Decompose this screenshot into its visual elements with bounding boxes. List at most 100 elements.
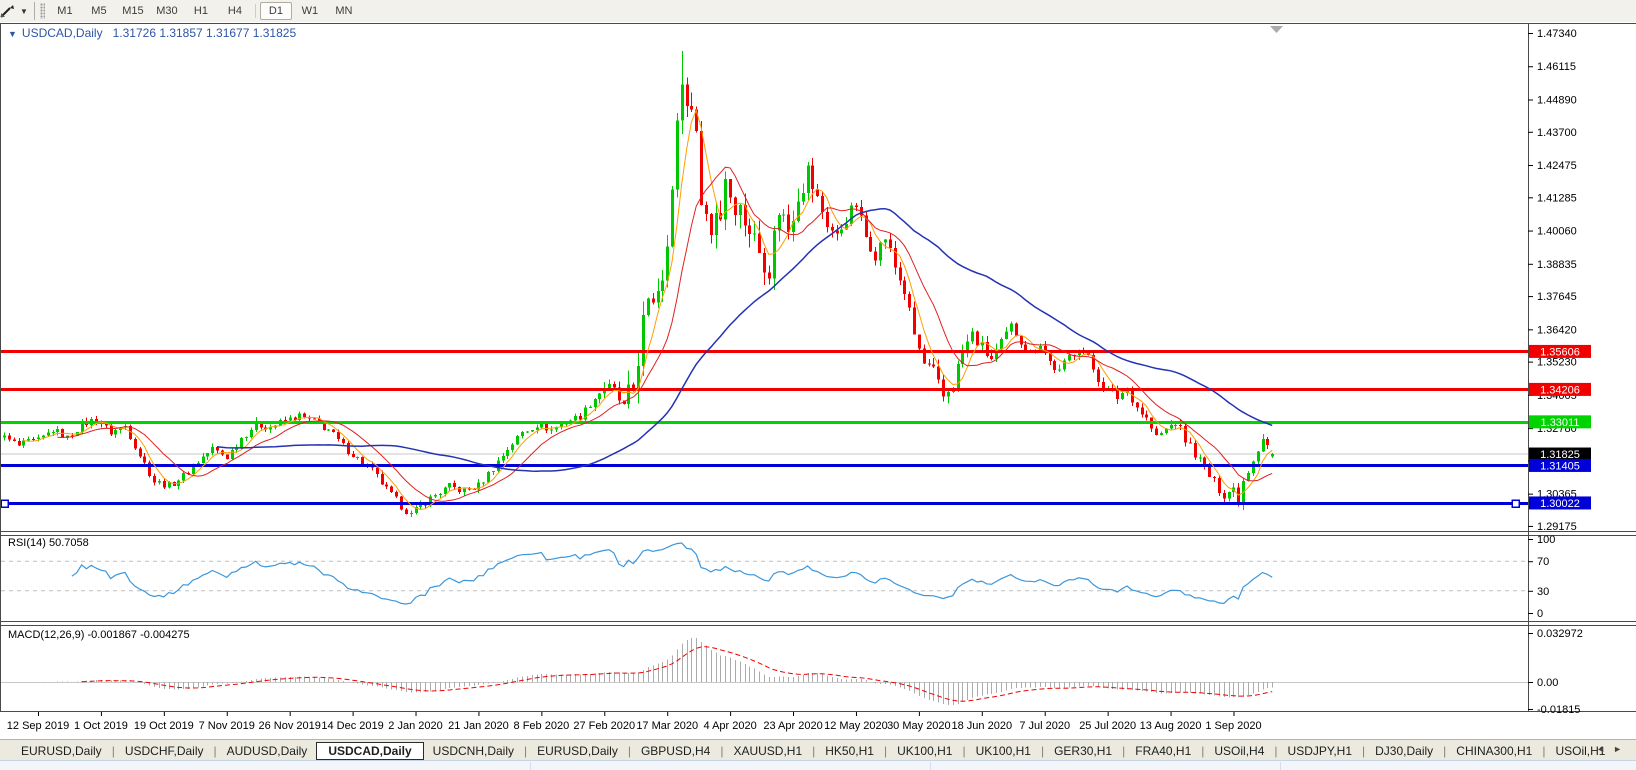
svg-text:1.37645: 1.37645 bbox=[1537, 291, 1577, 303]
candles bbox=[3, 50, 1274, 517]
svg-text:30 May 2020: 30 May 2020 bbox=[887, 720, 951, 732]
tab-usdcnh-daily[interactable]: USDCNH,Daily bbox=[432, 743, 515, 758]
macd-histogram bbox=[43, 638, 1273, 706]
tab-eurusd-daily[interactable]: EURUSD,Daily bbox=[21, 743, 102, 758]
rsi-pane bbox=[1, 542, 1527, 605]
tab-separator: | bbox=[524, 743, 528, 758]
cursor-tool-icon[interactable] bbox=[0, 3, 18, 19]
macd-indicator-label: MACD(12,26,9) -0.001867 -0.004275 bbox=[8, 629, 190, 641]
timeframe-d1-button[interactable]: D1 bbox=[259, 2, 292, 20]
price-badge-1.34206 bbox=[1529, 382, 1591, 396]
svg-text:7 Jul 2020: 7 Jul 2020 bbox=[1019, 720, 1070, 732]
svg-text:1.41285: 1.41285 bbox=[1537, 192, 1577, 204]
tab-audusd-daily[interactable]: AUDUSD,Daily bbox=[226, 743, 308, 758]
tab-separator: | bbox=[812, 743, 816, 758]
tab-usoil-h1[interactable]: USOil,H1 bbox=[1555, 743, 1606, 758]
tab-separator: | bbox=[883, 743, 888, 758]
svg-text:0: 0 bbox=[1537, 608, 1543, 620]
timeframe-m15-button[interactable]: M15 bbox=[122, 5, 144, 17]
timeframe-m5-button[interactable]: M5 bbox=[91, 5, 107, 17]
svg-text:1.34206: 1.34206 bbox=[1540, 384, 1580, 396]
tab-uk100-h1[interactable]: UK100,H1 bbox=[975, 743, 1031, 758]
tab-separator: | bbox=[1542, 743, 1546, 758]
svg-text:70: 70 bbox=[1537, 556, 1549, 568]
tab-fra40-h1[interactable]: FRA40,H1 bbox=[1135, 743, 1192, 758]
price-badge-1.30022 bbox=[1529, 496, 1591, 510]
svg-text:12 Sep 2019: 12 Sep 2019 bbox=[7, 720, 69, 732]
date-axis[interactable]: 12 Sep 2019 1 Oct 2019 19 Oct 2019 7 Nov 20… bbox=[7, 712, 1262, 732]
chart-frame bbox=[0, 23, 1636, 712]
chart-tabs: EURUSD,Daily | USDCHF,Daily | AUDUSD,Daily US… bbox=[12, 741, 1614, 760]
svg-text:30: 30 bbox=[1537, 586, 1549, 598]
tab-usdchf-daily[interactable]: USDCHF,Daily bbox=[124, 743, 204, 758]
tab-eurusd-daily[interactable]: EURUSD,Daily bbox=[537, 743, 618, 758]
indicator-axes[interactable]: 100 70 30 0 0.032972 0.00 -0.01815 bbox=[1528, 534, 1583, 716]
tab-separator: | bbox=[1201, 743, 1205, 758]
chart-title-dropdown-icon[interactable]: ▼ bbox=[8, 29, 17, 39]
tab-dj30-daily[interactable]: DJ30,Daily bbox=[1375, 743, 1434, 758]
toolbar-grip[interactable] bbox=[39, 3, 45, 19]
svg-text:1.47340: 1.47340 bbox=[1537, 28, 1577, 40]
svg-text:26 Nov 2019: 26 Nov 2019 bbox=[258, 720, 320, 732]
timeframe-m30-button[interactable]: M30 bbox=[156, 5, 178, 17]
chart-tabs-bar: EURUSD,Daily | USDCHF,Daily | AUDUSD,Daily US… bbox=[0, 739, 1636, 761]
shift-marker-icon bbox=[1270, 26, 1283, 33]
chart-title-ohlc: 1.31726 1.31857 1.31677 1.31825 bbox=[112, 26, 297, 40]
tab-hk50-h1[interactable]: HK50,H1 bbox=[825, 743, 874, 758]
tab-separator: | bbox=[1274, 743, 1278, 758]
svg-text:-0.01815: -0.01815 bbox=[1537, 704, 1580, 716]
tab-usdcad-daily[interactable]: USDCAD,Daily bbox=[316, 741, 424, 760]
tab-separator: | bbox=[1040, 743, 1045, 758]
svg-text:12 May 2020: 12 May 2020 bbox=[824, 720, 888, 732]
svg-text:1.35230: 1.35230 bbox=[1537, 357, 1577, 369]
svg-text:27 Feb 2020: 27 Feb 2020 bbox=[573, 720, 635, 732]
status-separator bbox=[530, 762, 531, 770]
hline-handle[interactable] bbox=[0, 499, 9, 508]
timeframe-h1-button[interactable]: H1 bbox=[193, 5, 208, 17]
ma-mid-line bbox=[57, 166, 1273, 502]
tab-scroll-arrows: ◄► bbox=[1596, 744, 1630, 754]
tab-xauusd-h1[interactable]: XAUUSD,H1 bbox=[733, 743, 803, 758]
price-badges: 1.31825 1.35606 1.34206 1.33011 1.31405 1.300… bbox=[1529, 344, 1591, 510]
tab-scroll-left-icon[interactable]: ◄ bbox=[1596, 744, 1614, 754]
tab-gbpusd-h4[interactable]: GBPUSD,H4 bbox=[640, 743, 711, 758]
timeframe-h4-button[interactable]: H4 bbox=[227, 5, 242, 17]
timeframe-w1-button[interactable]: W1 bbox=[301, 5, 319, 17]
svg-text:1.36420: 1.36420 bbox=[1537, 324, 1577, 336]
svg-text:25 Jul 2020: 25 Jul 2020 bbox=[1079, 720, 1136, 732]
svg-text:14 Dec 2019: 14 Dec 2019 bbox=[321, 720, 383, 732]
tab-separator: | bbox=[1443, 743, 1447, 758]
svg-text:4 Apr 2020: 4 Apr 2020 bbox=[704, 720, 757, 732]
timeframe-mn-button[interactable]: MN bbox=[335, 5, 353, 17]
svg-text:19 Oct 2019: 19 Oct 2019 bbox=[134, 720, 194, 732]
timeframe-buttons: M1 M5 M15 M30 H1 H4 D1 W1 MN bbox=[48, 2, 361, 20]
moving-averages bbox=[23, 108, 1273, 511]
horizontal-level-lines[interactable] bbox=[0, 350, 1528, 508]
svg-text:18 Jun 2020: 18 Jun 2020 bbox=[952, 720, 1013, 732]
svg-text:1 Sep 2020: 1 Sep 2020 bbox=[1205, 720, 1261, 732]
svg-text:17 Mar 2020: 17 Mar 2020 bbox=[636, 720, 698, 732]
tab-china300-h1[interactable]: CHINA300,H1 bbox=[1456, 743, 1533, 758]
tab-separator: | bbox=[111, 743, 115, 758]
tab-ger30-h1[interactable]: GER30,H1 bbox=[1054, 743, 1113, 758]
svg-text:1.40060: 1.40060 bbox=[1537, 226, 1577, 238]
hline-handle[interactable] bbox=[1511, 499, 1520, 508]
timeframe-m1-button[interactable]: M1 bbox=[57, 5, 73, 17]
svg-text:1.44890: 1.44890 bbox=[1537, 94, 1577, 106]
tab-separator: | bbox=[627, 743, 631, 758]
tab-usdjpy-h1[interactable]: USDJPY,H1 bbox=[1287, 743, 1353, 758]
tab-uk100-h1[interactable]: UK100,H1 bbox=[897, 743, 953, 758]
macd-pane bbox=[0, 638, 1528, 706]
price-badge-1.33011 bbox=[1529, 415, 1591, 429]
tab-scroll-right-icon[interactable]: ► bbox=[1613, 744, 1630, 754]
svg-text:1.31825: 1.31825 bbox=[1540, 449, 1580, 461]
svg-text:0.00: 0.00 bbox=[1537, 677, 1558, 689]
tool-dropdown-icon[interactable]: ▼ bbox=[20, 6, 28, 16]
chart-title-symbol: USDCAD,Daily bbox=[21, 26, 103, 40]
ma-fast-line bbox=[23, 108, 1273, 511]
tab-usoil-h4[interactable]: USOil,H4 bbox=[1214, 743, 1265, 758]
price-badge-1.31405 bbox=[1529, 458, 1591, 472]
svg-text:1.43700: 1.43700 bbox=[1537, 127, 1577, 139]
tab-separator: | bbox=[720, 743, 724, 758]
